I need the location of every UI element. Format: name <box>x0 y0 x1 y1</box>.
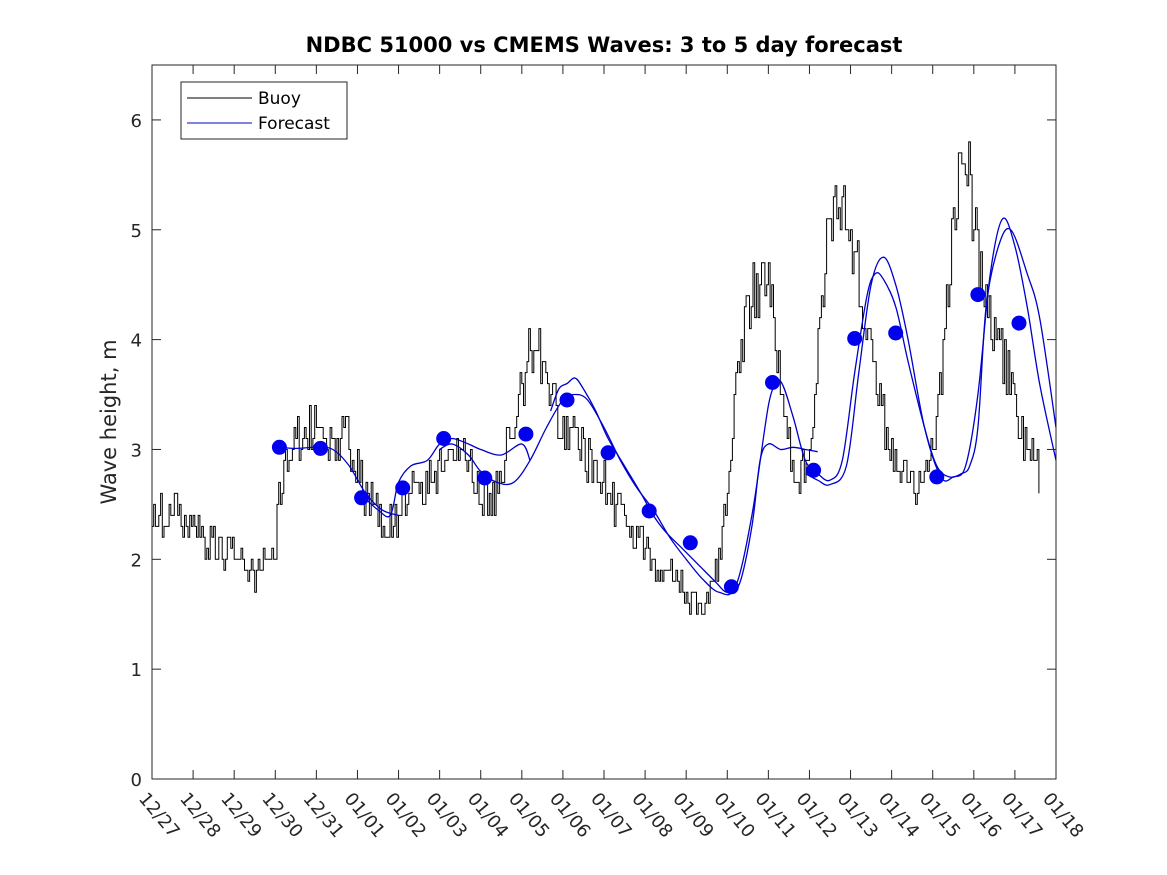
forecast-marker <box>518 426 534 442</box>
y-tick-label: 5 <box>131 221 142 242</box>
forecast-marker <box>806 462 822 478</box>
chart-title: NDBC 51000 vs CMEMS Waves: 3 to 5 day fo… <box>306 33 903 57</box>
y-axis: 0 1 2 3 4 5 6 <box>131 111 1056 791</box>
forecast-marker <box>888 325 904 341</box>
y-tick-label: 3 <box>131 440 142 461</box>
forecast-marker <box>723 579 739 595</box>
forecast-marker <box>970 287 986 303</box>
forecast-marker <box>354 490 370 506</box>
y-axis-title: Wave height, m <box>97 339 121 504</box>
series-line-buoy <box>152 141 1040 615</box>
forecast-marker <box>765 375 780 390</box>
plot-area <box>151 64 1057 780</box>
legend-label-forecast: Forecast <box>258 114 330 134</box>
forecast-marker <box>1011 315 1027 331</box>
forecast-marker <box>641 503 657 519</box>
plot-series-group <box>152 141 1056 615</box>
legend: Buoy Forecast <box>180 81 348 140</box>
forecast-marker <box>271 439 287 455</box>
y-tick-label: 2 <box>131 550 142 571</box>
y-tick-label: 4 <box>131 331 142 352</box>
forecast-marker <box>847 331 863 346</box>
forecast-marker <box>395 480 411 496</box>
forecast-marker <box>477 470 493 486</box>
y-tick-label: 1 <box>131 660 142 681</box>
series-line-forecast-6 <box>804 217 1056 486</box>
forecast-marker <box>313 440 328 456</box>
series-line-forecast-1 <box>279 446 399 517</box>
legend-box <box>180 81 348 140</box>
series-line-forecast-4 <box>549 377 818 594</box>
forecast-marker <box>929 469 945 485</box>
y-tick-label: 6 <box>131 111 142 132</box>
forecast-marker <box>436 431 452 446</box>
forecast-marker <box>600 445 616 461</box>
forecast-marker <box>559 392 575 408</box>
legend-label-buoy: Buoy <box>258 89 301 109</box>
forecast-marker <box>682 535 698 551</box>
y-tick-label: 0 <box>131 770 142 791</box>
